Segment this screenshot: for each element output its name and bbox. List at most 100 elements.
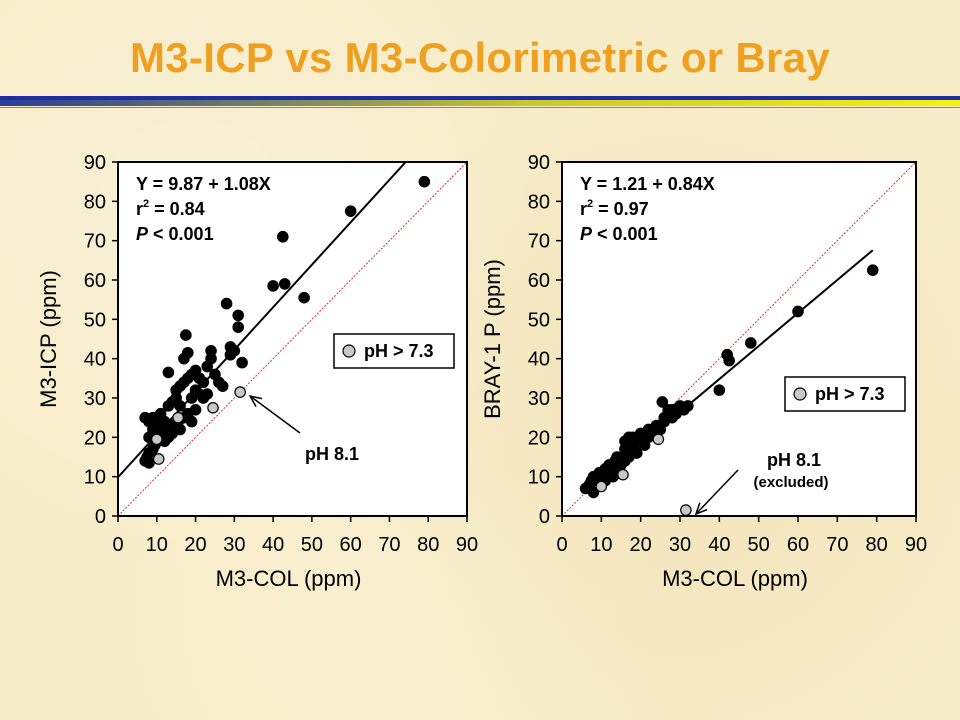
annotation-label: pH 8.1: [305, 444, 359, 464]
data-point: [663, 405, 673, 415]
r-squared-symbol: r: [136, 199, 143, 219]
y-tick-label: 40: [84, 349, 106, 371]
legend-marker: [794, 388, 806, 400]
data-point: [419, 176, 429, 186]
data-point: [206, 346, 216, 356]
data-point: [345, 206, 355, 216]
x-tick-label: 0: [112, 534, 123, 556]
y-tick-label: 0: [539, 506, 550, 528]
x-tick-label: 0: [556, 534, 567, 556]
x-tick-label: 10: [146, 534, 168, 556]
y-tick-label: 30: [528, 388, 550, 410]
x-tick-label: 60: [340, 534, 362, 556]
data-point-ph-high: [681, 505, 691, 515]
data-point-ph-high: [235, 387, 245, 397]
data-point: [793, 306, 803, 316]
data-point: [268, 281, 278, 291]
data-point: [186, 416, 196, 426]
p-value: P < 0.001: [136, 224, 214, 244]
data-point: [604, 460, 614, 470]
data-point: [181, 330, 191, 340]
p-value: P < 0.001: [580, 224, 658, 244]
x-tick-label: 80: [866, 534, 888, 556]
y-tick-label: 60: [84, 270, 106, 292]
r-squared-value: = 0.84: [149, 199, 205, 219]
x-tick-label: 40: [262, 534, 284, 556]
data-point-ph-high: [596, 481, 606, 491]
data-point: [190, 405, 200, 415]
y-tick-label: 50: [84, 309, 106, 331]
data-point: [647, 424, 657, 434]
y-axis-label: M3-ICP (ppm): [36, 270, 61, 408]
x-tick-label: 30: [223, 534, 245, 556]
annotation-label: pH 8.1: [767, 450, 821, 470]
chart-1: 0 10 20 30 40 50 60 70 80 90 0 10 20 30 40 50 60 70 80 90 M3…: [36, 152, 478, 591]
data-point: [299, 293, 309, 303]
x-tick-label: 60: [787, 534, 809, 556]
data-point: [746, 338, 756, 348]
y-tick-label: 70: [84, 231, 106, 253]
data-point: [155, 409, 165, 419]
data-point: [683, 401, 693, 411]
y-tick-label: 80: [84, 191, 106, 213]
y-tick-label: 0: [95, 506, 106, 528]
data-point-ph-high: [618, 470, 628, 480]
p-value-text: < 0.001: [148, 224, 214, 244]
data-point: [144, 458, 154, 468]
data-point-ph-high: [152, 434, 162, 444]
y-tick-label: 70: [528, 231, 550, 253]
x-tick-label: 40: [708, 534, 730, 556]
regression-equation: Y = 9.87 + 1.08X: [136, 174, 271, 194]
regression-equation: Y = 1.21 + 0.84X: [580, 174, 715, 194]
y-tick-label: 10: [528, 467, 550, 489]
x-tick-label: 30: [669, 534, 691, 556]
x-axis-label: M3-COL (ppm): [216, 566, 362, 591]
legend: pH > 7.3: [334, 334, 454, 368]
r-squared-value: = 0.97: [593, 199, 649, 219]
data-point: [225, 350, 235, 360]
data-point-ph-high: [173, 412, 183, 422]
y-tick-label: 10: [84, 467, 106, 489]
data-point: [612, 452, 622, 462]
data-point: [639, 440, 649, 450]
p-value-text: < 0.001: [592, 224, 658, 244]
charts-canvas: 0 10 20 30 40 50 60 70 80 90 0 10 20 30 40 50 60 70 80 90 M3…: [0, 0, 960, 720]
data-point: [868, 265, 878, 275]
legend-label: pH > 7.3: [815, 384, 885, 404]
data-point: [221, 298, 231, 308]
r-squared-symbol: r: [580, 199, 587, 219]
x-tick-label: 70: [378, 534, 400, 556]
data-point: [198, 377, 208, 387]
x-tick-label: 50: [301, 534, 323, 556]
y-tick-label: 20: [84, 427, 106, 449]
data-point-ph-high: [208, 403, 218, 413]
x-tick-label: 50: [748, 534, 770, 556]
y-tick-label: 90: [84, 152, 106, 174]
data-point: [632, 448, 642, 458]
data-point: [202, 389, 212, 399]
y-tick-label: 60: [528, 270, 550, 292]
annotation-sublabel: (excluded): [753, 474, 828, 491]
data-point: [175, 401, 185, 411]
data-point: [183, 348, 193, 358]
data-point: [624, 432, 634, 442]
y-tick-label: 40: [528, 349, 550, 371]
data-point: [714, 385, 724, 395]
x-tick-label: 90: [456, 534, 478, 556]
y-tick-label: 20: [528, 427, 550, 449]
y-tick-label: 50: [528, 309, 550, 331]
y-tick-label: 90: [528, 152, 550, 174]
x-tick-label: 80: [417, 534, 439, 556]
x-tick-label: 20: [184, 534, 206, 556]
y-tick-label: 30: [84, 388, 106, 410]
data-point: [233, 310, 243, 320]
data-point: [233, 322, 243, 332]
data-point-ph-high: [154, 454, 164, 464]
x-tick-label: 20: [630, 534, 652, 556]
x-tick-label: 70: [826, 534, 848, 556]
legend-label: pH > 7.3: [364, 341, 434, 361]
data-point: [218, 381, 228, 391]
data-point: [278, 232, 288, 242]
data-point: [163, 367, 173, 377]
x-tick-label: 90: [905, 534, 927, 556]
